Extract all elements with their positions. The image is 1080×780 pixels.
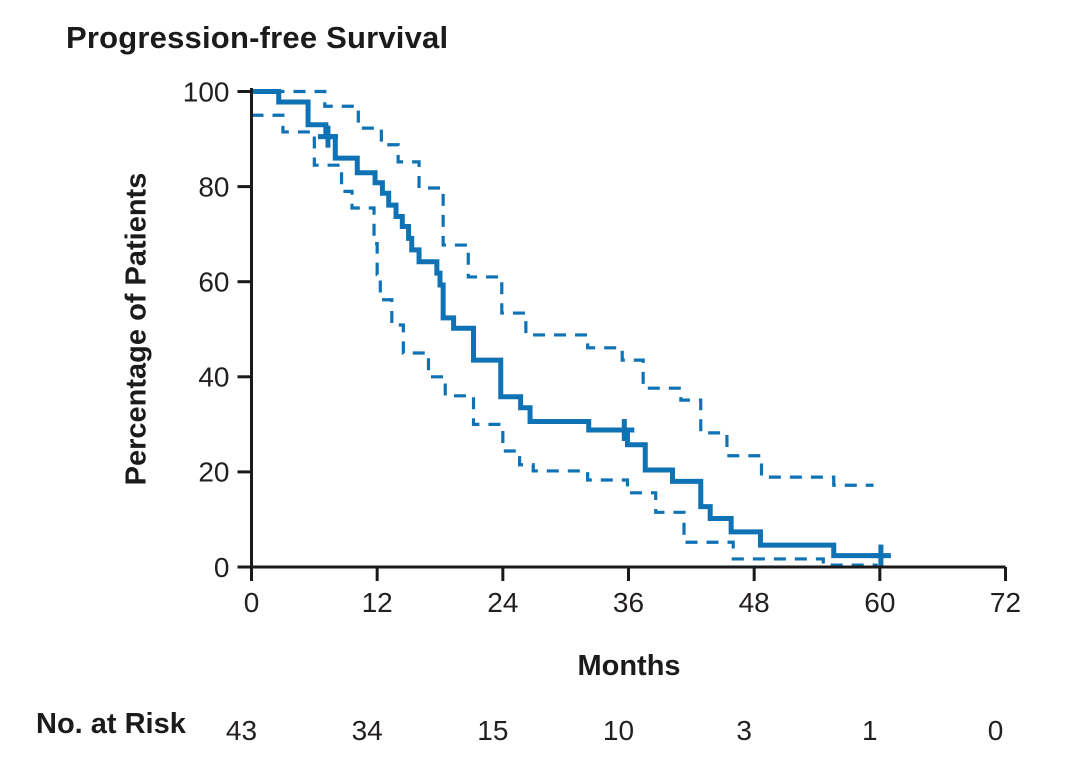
x-tick-label: 12 (362, 587, 393, 618)
y-tick-label: 60 (198, 267, 229, 298)
no-at-risk-count: 34 (352, 715, 383, 746)
y-axis-label: Percentage of Patients (120, 172, 153, 486)
no-at-risk-count: 0 (988, 715, 1004, 746)
x-tick-label: 0 (244, 587, 260, 618)
no-at-risk-count: 15 (477, 715, 508, 746)
chart-title: Progression-free Survival (66, 20, 449, 55)
y-tick-label: 80 (198, 171, 229, 202)
survival-curve (251, 89, 885, 559)
no-at-risk-label: No. at Risk (36, 708, 186, 740)
x-tick-label: 48 (739, 587, 770, 618)
y-tick-label: 40 (198, 362, 229, 393)
no-at-risk-count: 3 (736, 715, 752, 746)
y-tick-label: 0 (214, 552, 230, 583)
confidence-interval-curve-lower (251, 113, 878, 567)
x-axis-label: Months (577, 650, 681, 682)
y-tick-label: 100 (183, 76, 230, 107)
no-at-risk-count: 1 (862, 715, 878, 746)
x-tick-label: 72 (990, 587, 1021, 618)
no-at-risk-count: 43 (226, 715, 257, 746)
y-tick-label: 20 (198, 457, 229, 488)
no-at-risk-count: 10 (603, 715, 634, 746)
x-tick-label: 60 (864, 587, 895, 618)
x-tick-label: 36 (613, 587, 644, 618)
confidence-interval-curve-upper (251, 89, 874, 487)
x-tick-label: 24 (487, 587, 518, 618)
